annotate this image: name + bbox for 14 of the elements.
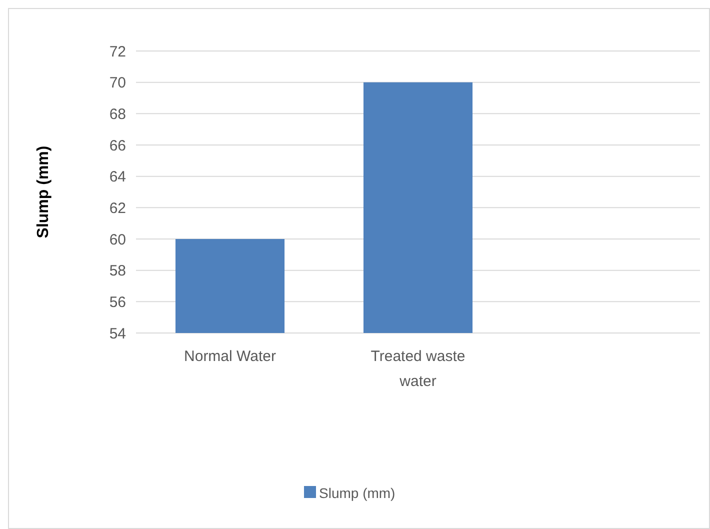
y-tick-label: 68 <box>109 106 126 123</box>
y-tick-label: 62 <box>109 200 126 217</box>
y-tick-label: 64 <box>109 168 126 186</box>
y-tick-label: 66 <box>109 137 126 154</box>
legend-label: Slump (mm) <box>319 485 396 502</box>
y-tick-label: 70 <box>109 74 126 92</box>
x-tick-label: Treated waste water <box>370 348 466 390</box>
y-tick-label: 56 <box>109 294 126 311</box>
y-tick-label: 58 <box>109 262 126 280</box>
x-tick-label: Normal Water <box>184 348 276 365</box>
y-tick-label: 54 <box>109 325 126 342</box>
y-axis-title: Slump (mm) <box>35 146 52 238</box>
y-tick-label: 60 <box>109 231 126 248</box>
y-tick-label: 72 <box>109 43 126 60</box>
